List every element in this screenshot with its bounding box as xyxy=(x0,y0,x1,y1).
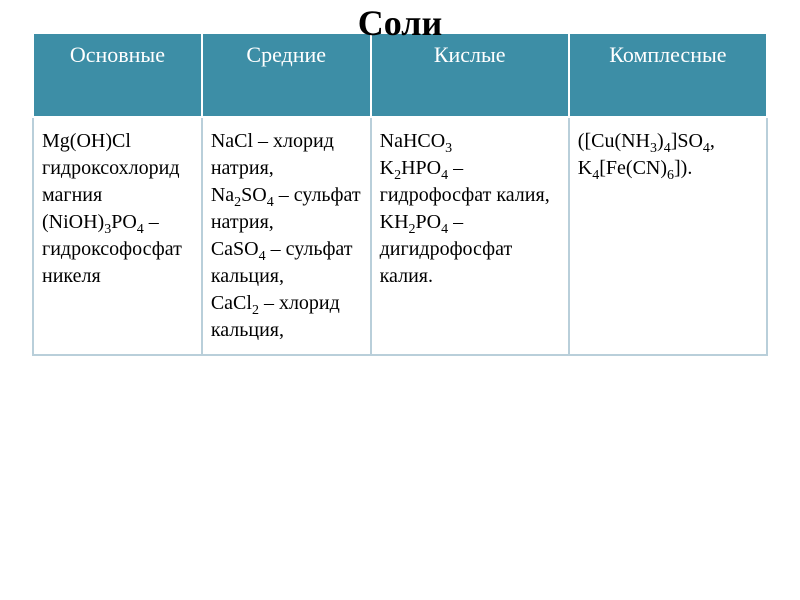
slide-title: Соли xyxy=(358,2,442,44)
header-basic: Основные xyxy=(33,33,202,117)
salts-table: Основные Средние Кислые Комплесные Mg(OH… xyxy=(32,32,768,356)
cell-medium: NaCl – хлорид натрия,Na2SO4 – сульфат на… xyxy=(202,117,371,355)
salts-table-container: Основные Средние Кислые Комплесные Mg(OH… xyxy=(32,32,768,356)
header-complex: Комплесные xyxy=(569,33,767,117)
cell-complex: ([Cu(NH3)4]SO4, K4[Fe(CN)6]). xyxy=(569,117,767,355)
header-row: Основные Средние Кислые Комплесные xyxy=(33,33,767,117)
header-acidic: Кислые xyxy=(371,33,569,117)
header-medium: Средние xyxy=(202,33,371,117)
table-row: Mg(OH)Cl гидроксохлорид магния (NiOH)3PO… xyxy=(33,117,767,355)
cell-acidic: NaHCO3K2HPO4 – гидрофосфат калия,KH2PO4 … xyxy=(371,117,569,355)
cell-basic: Mg(OH)Cl гидроксохлорид магния (NiOH)3PO… xyxy=(33,117,202,355)
